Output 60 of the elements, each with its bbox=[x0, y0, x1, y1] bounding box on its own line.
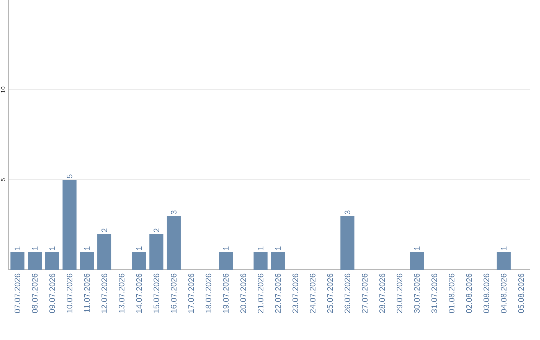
x-tick-label: 10.07.2026 bbox=[66, 274, 73, 313]
x-tick-label: 27.07.2026 bbox=[362, 274, 368, 314]
x-tick-label: 04.08.2026 bbox=[501, 274, 507, 314]
x-tick-label: 24.07.2026 bbox=[310, 274, 316, 314]
bar bbox=[340, 216, 355, 270]
x-tick-label: 18.07.2026 bbox=[206, 274, 212, 313]
data-label: 1 bbox=[84, 246, 90, 250]
data-label: 1 bbox=[136, 246, 142, 250]
data-label: 1 bbox=[501, 246, 507, 250]
x-tick-label: 03.08.2026 bbox=[484, 274, 490, 314]
data-label: 1 bbox=[275, 246, 281, 250]
x-tick-label: 13.07.2026 bbox=[119, 274, 125, 313]
data-label: 2 bbox=[102, 228, 108, 232]
bar bbox=[98, 234, 112, 270]
data-label: 1 bbox=[14, 246, 20, 250]
bar bbox=[62, 180, 77, 270]
x-tick-label: 17.07.2026 bbox=[188, 274, 194, 313]
bar bbox=[10, 252, 25, 270]
bar bbox=[45, 252, 60, 270]
x-tick-label: 26.07.2026 bbox=[344, 274, 350, 314]
bar bbox=[496, 252, 511, 270]
x-tick-label: 02.08.2026 bbox=[466, 274, 472, 314]
x-tick-label: 19.07.2026 bbox=[223, 274, 229, 313]
bar bbox=[166, 216, 181, 270]
x-tick-label: 16.07.2026 bbox=[171, 274, 177, 313]
x-tick-label: 25.07.2026 bbox=[327, 274, 334, 314]
x-tick-label: 22.07.2026 bbox=[275, 274, 282, 314]
data-label: 2 bbox=[154, 228, 160, 232]
x-tick-label: 05.08.2026 bbox=[518, 274, 524, 314]
x-tick-label: 01.08.2026 bbox=[449, 274, 455, 314]
x-tick-label: 14.07.2026 bbox=[136, 274, 142, 313]
x-tick-label: 08.07.2026 bbox=[32, 274, 38, 314]
x-tick-label: 20.07.2026 bbox=[240, 274, 246, 314]
x-tick-label: 09.07.2026 bbox=[50, 274, 56, 314]
bar bbox=[28, 252, 42, 270]
x-tick-label: 11.07.2026 bbox=[84, 274, 90, 312]
x-tick-label: 12.07.2026 bbox=[102, 274, 108, 313]
data-label: 1 bbox=[32, 246, 38, 250]
bar bbox=[254, 252, 268, 270]
x-tick-label: 30.07.2026 bbox=[414, 274, 420, 314]
x-tick-label: 29.07.2026 bbox=[396, 274, 403, 314]
data-label: 1 bbox=[223, 246, 229, 250]
bar bbox=[219, 252, 234, 270]
bar bbox=[150, 234, 164, 270]
bar bbox=[80, 252, 94, 270]
data-label: 3 bbox=[171, 210, 177, 214]
x-tick-label: 21.07.2026 bbox=[258, 274, 264, 314]
x-tick-label: 28.07.2026 bbox=[380, 274, 386, 314]
x-tick-label: 07.07.2026 bbox=[14, 274, 21, 314]
x-tick-label: 31.07.2026 bbox=[432, 274, 438, 314]
data-label: 3 bbox=[344, 210, 350, 214]
data-label: 5 bbox=[66, 174, 73, 178]
bar bbox=[271, 252, 286, 270]
bar bbox=[132, 252, 146, 270]
bar bbox=[410, 252, 424, 270]
data-label: 1 bbox=[50, 246, 56, 250]
data-label: 1 bbox=[258, 246, 264, 250]
data-label: 1 bbox=[414, 246, 420, 250]
x-tick-label: 23.07.2026 bbox=[292, 274, 298, 314]
x-tick-label: 15.07.2026 bbox=[154, 274, 160, 313]
